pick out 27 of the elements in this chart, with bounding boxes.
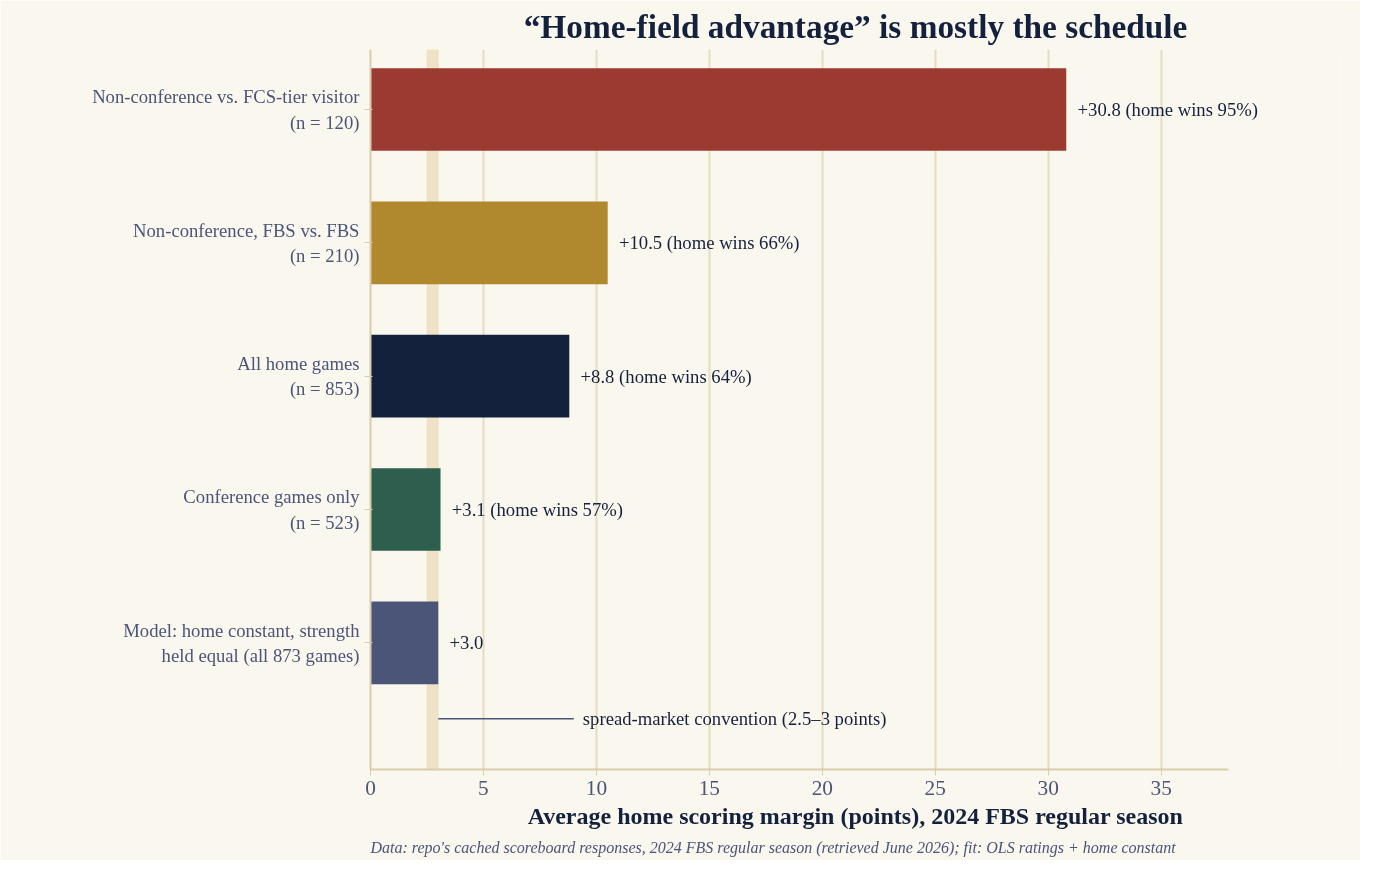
x-axis-title: Average home scoring margin (points), 2024 FBS regular season <box>527 802 1183 829</box>
data-label: +8.8 (home wins 64%) <box>580 365 752 388</box>
y-tick-label: Non-conference, FBS vs. FBS (n = 210) <box>133 219 360 267</box>
x-tick-label: 30 <box>1037 775 1059 800</box>
x-tick-label: 10 <box>585 775 608 800</box>
x-tick-label: 20 <box>811 775 833 800</box>
y-tick-label: All home games (n = 853) <box>237 353 360 401</box>
bar <box>370 468 441 551</box>
y-tick-label: Conference games only (n = 523) <box>183 486 361 534</box>
x-tick-label: 35 <box>1150 775 1172 800</box>
y-tick-label: Model: home constant, strength held equal (all 873 games) <box>123 619 361 667</box>
bar <box>370 201 608 285</box>
x-tick-label: 25 <box>924 775 946 800</box>
x-tick-label: 0 <box>365 775 376 800</box>
bar <box>370 68 1067 151</box>
text: Data: repo's cached scoreboard responses, 2024 FBS regular season (retrieved June 2026); fit: OLS ratings + home constant <box>369 838 1177 857</box>
bar <box>370 334 570 418</box>
data-label: +30.8 (home wins 95%) <box>1077 99 1259 121</box>
y-tick-label: Non-conference vs. FCS-tier visitor (n = 120) <box>92 86 361 134</box>
chart-title: “Home-field advantage” is mostly the schedule <box>523 7 1188 45</box>
x-tick-label: 5 <box>478 775 489 800</box>
band-label: spread-market convention (2.5–3 points) <box>582 708 887 731</box>
data-label: +3.0 <box>449 632 484 654</box>
x-tick-label: 15 <box>698 775 721 800</box>
data-label: +3.1 (home wins 57%) <box>451 499 623 521</box>
bar <box>370 601 439 685</box>
data-label: +10.5 (home wins 66%) <box>618 232 800 255</box>
